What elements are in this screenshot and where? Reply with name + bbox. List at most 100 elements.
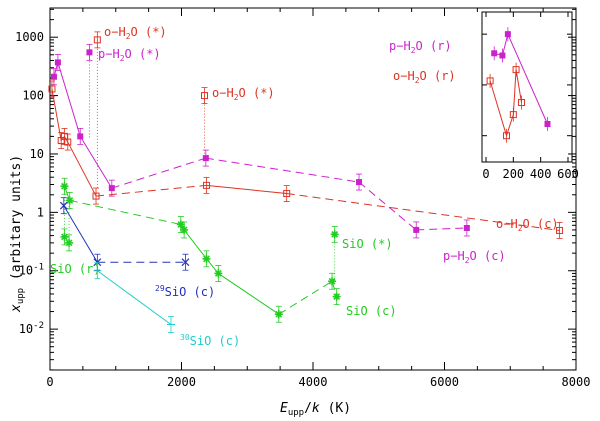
inset-segment <box>512 69 517 115</box>
label-o-h2o-c: o−H2O (c) <box>496 217 559 233</box>
y-axis-label: xupp (arbitary units) <box>9 155 26 313</box>
data-point <box>556 222 564 239</box>
y-tick-label: 100 <box>22 89 44 103</box>
data-point <box>65 192 74 209</box>
label-sio30-c: 30SiO (c) <box>180 333 240 348</box>
inset-x-tick-label: 400 <box>530 167 552 181</box>
x-tick-label: 4000 <box>299 375 328 389</box>
inset-segment <box>506 114 514 136</box>
y-tick-label: 10-2 <box>19 321 44 336</box>
inset-data-point <box>491 46 498 61</box>
inset-connector-lines <box>489 33 548 136</box>
upper-estimate-point <box>65 234 74 252</box>
inset-x-axis: 0 200 400 600 <box>482 12 579 181</box>
x-tick-label: 0 <box>46 375 53 389</box>
series-segment <box>218 272 280 315</box>
x-tick-label: 8000 <box>562 375 591 389</box>
data-point <box>214 265 223 282</box>
data-point <box>60 177 69 195</box>
series-segment <box>69 199 181 225</box>
x-axis-label: Eupp/k (K) <box>280 401 351 418</box>
series-segment <box>278 280 333 315</box>
plot-frame <box>49 7 577 371</box>
series-segment <box>97 270 172 325</box>
upper-estimate-point <box>93 31 101 49</box>
series-segment <box>416 227 467 231</box>
data-points <box>48 31 564 333</box>
y-tick-label: 10-1 <box>19 263 44 278</box>
label-sio-star: SiO (*) <box>342 237 393 251</box>
inset-data-point <box>504 27 511 42</box>
series-segment <box>63 186 71 201</box>
data-point <box>166 316 175 333</box>
data-point <box>54 54 61 71</box>
connector-lines <box>51 39 560 325</box>
data-point <box>59 197 68 215</box>
data-point <box>92 187 100 205</box>
inset-data-points <box>486 27 551 143</box>
inset-x-tick-label: 600 <box>557 167 579 181</box>
data-point <box>50 68 57 86</box>
label-sio-c: SiO (c) <box>346 304 397 318</box>
data-point <box>176 216 185 233</box>
data-point <box>48 80 56 98</box>
series-segment <box>111 157 206 189</box>
inset-data-point <box>509 107 517 122</box>
data-point <box>202 176 210 194</box>
label-o-h2o-star-top: o−H2O (*) <box>104 25 167 41</box>
x-tick-label: 6000 <box>430 375 459 389</box>
upper-estimate-point <box>201 87 209 104</box>
data-point <box>180 221 189 239</box>
label-p-h2o-star: p−H2O (*) <box>98 47 161 63</box>
y-tick-label: 1 <box>37 205 44 219</box>
data-point <box>274 305 283 323</box>
label-o-h2o-star-mid: o−H2O (*) <box>212 86 275 102</box>
label-p-h2o-c: p−H2O (c) <box>443 249 506 265</box>
series-segment <box>205 157 360 183</box>
data-point <box>413 221 420 239</box>
data-point <box>181 253 190 271</box>
y-tick-label: 10 <box>30 147 44 161</box>
data-point <box>356 173 363 191</box>
x-axis: 0 2000 4000 6000 8000 <box>46 8 590 389</box>
inset-segment <box>489 80 507 136</box>
data-point <box>202 149 209 167</box>
series-segment <box>57 62 81 137</box>
inset-segment <box>501 34 509 56</box>
series-segment <box>79 136 113 189</box>
series-segment <box>206 184 287 195</box>
series-segment <box>63 205 98 263</box>
inset-frame <box>481 11 573 163</box>
inset-x-tick-label: 0 <box>482 167 489 181</box>
data-point <box>202 250 211 268</box>
label-inset-p-h2o-r: p−H2O (r) <box>389 39 452 55</box>
series-segment <box>67 141 97 197</box>
inset-data-point <box>499 48 506 63</box>
upper-estimate-point <box>86 43 93 61</box>
inset-data-point <box>512 62 520 77</box>
data-point <box>463 219 470 237</box>
series-segment <box>95 184 207 197</box>
data-point <box>332 288 341 306</box>
inset-data-point <box>503 128 510 143</box>
series-labels: o−H2O (*) p−H2O (*) o−H2O (*) o−H2O (c) … <box>50 25 559 348</box>
data-point <box>77 127 84 145</box>
inset-segment <box>507 33 548 125</box>
data-point <box>64 133 72 151</box>
series-segment <box>183 229 207 260</box>
label-sio-r: SiO (r) <box>50 262 101 276</box>
upper-estimate-point <box>330 225 339 243</box>
y-axis: 10-2 10-1 1 10 100 1000 <box>15 8 576 371</box>
inset-x-tick-label: 200 <box>502 167 524 181</box>
inset-data-point <box>486 73 494 88</box>
label-sio29-c: 29SiO (c) <box>155 284 215 299</box>
series-segment <box>51 88 62 141</box>
series-segment <box>358 181 417 231</box>
y-tick-label: 1000 <box>15 30 44 44</box>
label-inset-o-h2o-r: o−H2O (r) <box>393 69 456 85</box>
data-point <box>108 179 115 197</box>
data-point <box>93 262 102 280</box>
data-point <box>328 272 337 290</box>
inset-data-point <box>544 116 551 131</box>
